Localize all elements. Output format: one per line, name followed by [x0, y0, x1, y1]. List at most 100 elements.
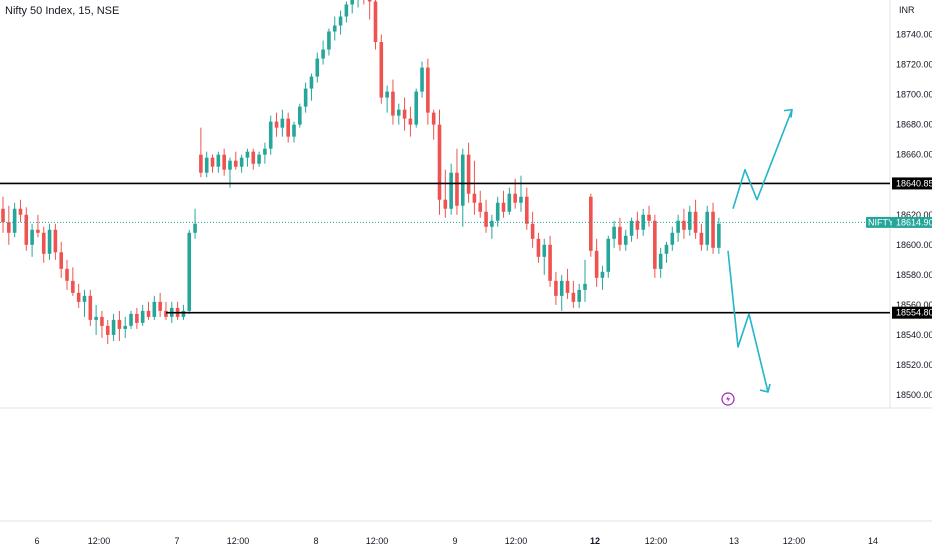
- candle-body: [315, 58, 320, 77]
- candle-body: [385, 91, 389, 98]
- candle-body: [391, 91, 395, 116]
- x-tick-label: 12:00: [505, 536, 528, 546]
- x-tick-label: 12:00: [88, 536, 111, 546]
- projection-up-arrowhead: [783, 108, 793, 118]
- y-tick-label: 18540.00: [896, 330, 932, 340]
- candle-body: [443, 199, 448, 209]
- candle-body: [682, 220, 686, 230]
- level-price-badge: [892, 177, 932, 190]
- candle-body: [717, 223, 721, 248]
- candle-body: [559, 280, 564, 296]
- candle-body: [536, 238, 541, 257]
- candle-body: [280, 118, 285, 128]
- candle-body: [426, 67, 430, 113]
- x-tick-label: 12:00: [366, 536, 389, 546]
- candle-body: [222, 154, 226, 170]
- candle-body: [600, 271, 605, 278]
- chart-title: Nifty 50 Index, 15, NSE: [5, 5, 120, 17]
- x-tick-label: 9: [452, 536, 457, 546]
- candle-body: [542, 244, 547, 257]
- level-price-badge: [892, 306, 932, 319]
- price-axis: 18500.00 18520.00 18540.00 18560.00 18580.00…: [896, 30, 932, 400]
- candle-body: [298, 106, 302, 125]
- candle-body: [519, 196, 523, 203]
- last-price-label: 18614.90: [896, 217, 932, 227]
- candle-body: [396, 109, 401, 116]
- candle-body: [618, 226, 622, 245]
- y-tick-label: 18680.00: [896, 120, 932, 130]
- projection-up-arrow[interactable]: [732, 109, 793, 209]
- candle-body: [53, 229, 58, 253]
- symbol-badge: NIFTY: [866, 216, 894, 228]
- candle-body: [437, 124, 442, 200]
- candle-body: [705, 211, 710, 245]
- candle-body: [455, 172, 459, 206]
- candle-body: [65, 268, 69, 281]
- candle-body: [332, 25, 337, 32]
- candle-body: [268, 121, 273, 149]
- candle-body: [327, 31, 331, 50]
- candle-body: [431, 112, 436, 125]
- candle-body: [408, 118, 413, 125]
- candle-body: [525, 196, 529, 224]
- candle-body: [635, 220, 640, 230]
- candle-body: [565, 280, 570, 293]
- candle-body: [111, 319, 116, 335]
- y-tick-label: 18660.00: [896, 150, 932, 160]
- flash-icon[interactable]: [721, 392, 735, 406]
- candle-body: [507, 193, 512, 212]
- candle-body: [367, 0, 372, 2]
- x-tick-label: 7: [174, 536, 179, 546]
- candle-body: [245, 151, 250, 158]
- candle-body: [1, 208, 5, 223]
- candle-body: [199, 154, 203, 173]
- candle-body: [647, 214, 651, 221]
- candle-body: [687, 211, 692, 230]
- candle-body: [711, 211, 715, 248]
- candle-body: [623, 235, 628, 245]
- projection-down-arrowhead: [759, 383, 771, 393]
- candle-body: [36, 229, 40, 233]
- candle-body: [41, 232, 46, 254]
- y-tick-label: 18500.00: [896, 390, 932, 400]
- candle-body: [373, 1, 378, 43]
- candle-body: [589, 196, 593, 251]
- candle-body: [181, 310, 186, 317]
- candle-body: [449, 172, 453, 209]
- candle-body: [577, 289, 581, 302]
- candle-body: [94, 316, 98, 320]
- currency-label: INR: [899, 5, 915, 15]
- candle-body: [594, 250, 599, 278]
- candles: [1, 0, 721, 344]
- candle-body: [303, 88, 308, 107]
- candle-body: [71, 280, 75, 293]
- candle-body: [193, 223, 197, 233]
- time-axis: 6 12:00 7 12:00 8 12:00 9 12:00 12 12:00 13 12:00 14: [34, 536, 878, 546]
- y-tick-label: 18720.00: [896, 60, 932, 70]
- candle-body: [286, 118, 290, 137]
- projection-down-arrow[interactable]: [727, 250, 769, 393]
- candle-body: [251, 151, 256, 164]
- y-tick-label: 18600.00: [896, 240, 932, 250]
- x-tick-label: 12:00: [227, 536, 250, 546]
- candle-body: [187, 232, 192, 311]
- candle-body: [18, 208, 23, 215]
- candle-body: [653, 220, 657, 269]
- x-tick-label: 14: [868, 536, 878, 546]
- candle-body: [216, 154, 221, 167]
- candle-body: [117, 319, 122, 329]
- candle-body: [629, 220, 634, 236]
- candle-body: [548, 244, 552, 281]
- candle-body: [664, 244, 669, 254]
- candle-body: [490, 220, 494, 227]
- candle-body: [571, 292, 576, 302]
- y-tick-label: 18620.00: [896, 210, 932, 220]
- candle-body: [239, 157, 244, 167]
- candle-body: [140, 310, 145, 323]
- candle-body: [338, 16, 343, 26]
- x-tick-label: 12:00: [645, 536, 668, 546]
- candle-body: [135, 313, 139, 323]
- candle-body: [606, 238, 611, 272]
- candle-body: [263, 148, 267, 155]
